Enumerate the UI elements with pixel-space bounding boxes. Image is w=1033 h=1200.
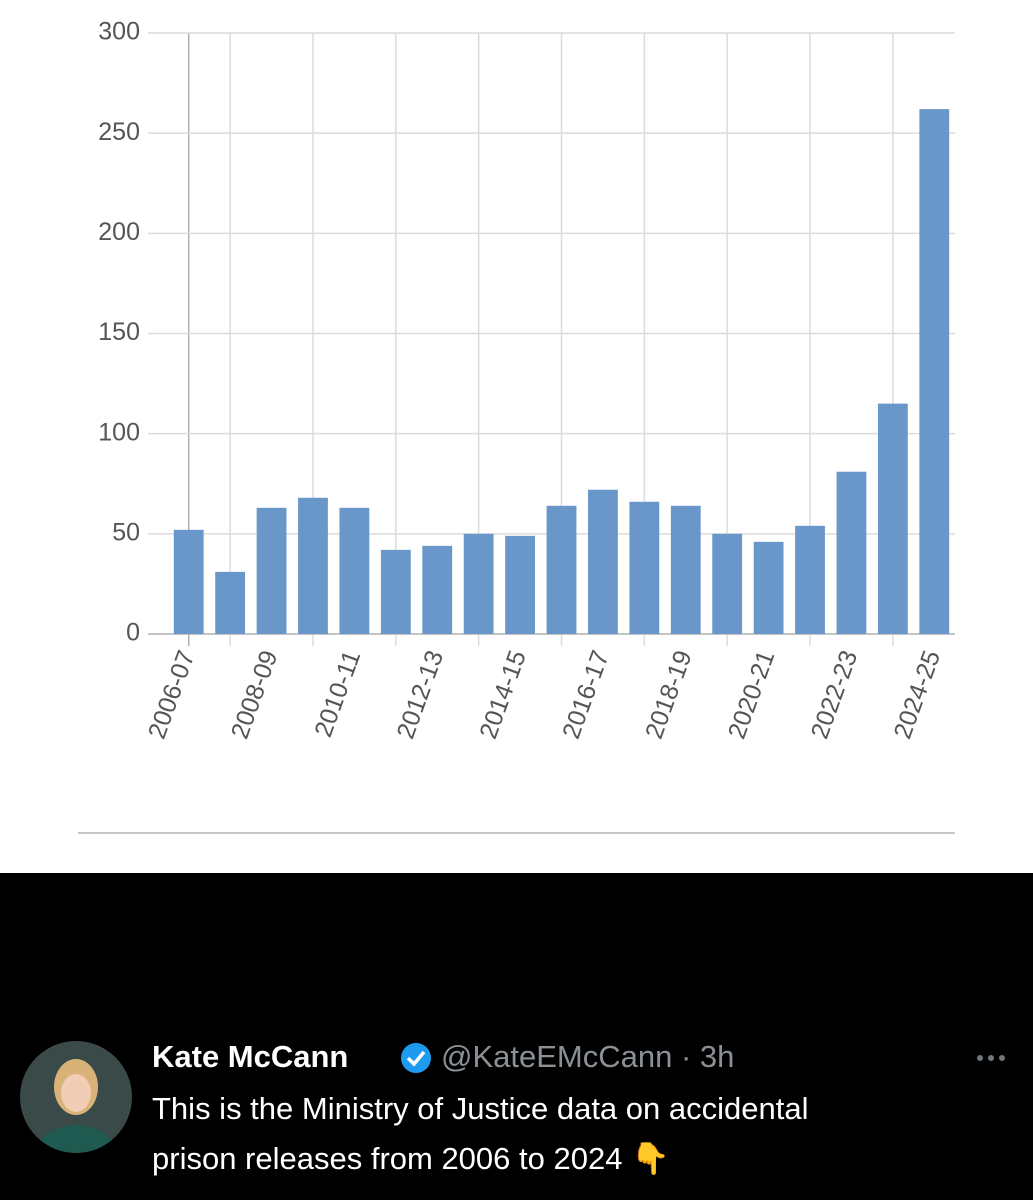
bar	[629, 501, 660, 634]
x-tick-label: 2010-11	[309, 647, 366, 741]
bar	[463, 533, 494, 634]
tweet-text-line: This is the Ministry of Justice data on …	[152, 1091, 809, 1126]
bar	[919, 109, 950, 635]
bar	[836, 471, 867, 634]
bar	[546, 505, 577, 634]
bar	[339, 507, 370, 634]
y-tick-label: 200	[98, 218, 140, 246]
y-tick-label: 100	[98, 418, 140, 446]
bar	[505, 535, 535, 634]
tweet-text-line: prison releases from 2006 to 2024 👇	[152, 1141, 670, 1176]
x-tick-label: 2012-13	[391, 647, 449, 743]
x-tick-label: 2016-17	[557, 647, 615, 743]
y-tick-label: 250	[98, 118, 140, 146]
bar	[215, 571, 246, 634]
bar	[588, 489, 618, 634]
bar	[256, 507, 287, 634]
x-tick-label: 2006-07	[143, 647, 201, 743]
more-menu[interactable]	[977, 1055, 1005, 1061]
x-tick-label: 2018-19	[640, 647, 698, 743]
verified-badge	[401, 1043, 431, 1073]
x-tick-label: 2014-15	[474, 647, 532, 743]
x-tick-label: 2024-25	[888, 647, 946, 743]
bar	[753, 541, 784, 634]
bar	[422, 545, 453, 634]
handle-time[interactable]: @KateEMcCann · 3h	[441, 1039, 735, 1074]
bar	[712, 533, 743, 634]
tweet: Kate McCann @KateEMcCann · 3h This is th…	[0, 873, 1033, 1200]
y-tick-label: 0	[126, 619, 140, 647]
bar	[670, 505, 701, 634]
bar	[298, 497, 328, 634]
tweet-graphics	[20, 1041, 1005, 1185]
bar	[877, 403, 908, 634]
y-tick-label: 50	[112, 518, 140, 546]
bar	[173, 529, 204, 634]
y-tick-label: 300	[98, 18, 140, 46]
avatar[interactable]	[20, 1041, 132, 1185]
y-tick-label: 150	[98, 318, 140, 346]
bar	[795, 525, 825, 634]
x-tick-label: 2020-21	[723, 647, 781, 743]
x-tick-label: 2022-23	[806, 647, 864, 743]
x-tick-label: 2008-09	[226, 647, 284, 743]
bar	[380, 549, 411, 634]
chart: 0 50 100 150 200 250 300 2006-07 2008-09 2010-11 2…	[78, 18, 955, 834]
display-name[interactable]: Kate McCann	[152, 1039, 349, 1074]
